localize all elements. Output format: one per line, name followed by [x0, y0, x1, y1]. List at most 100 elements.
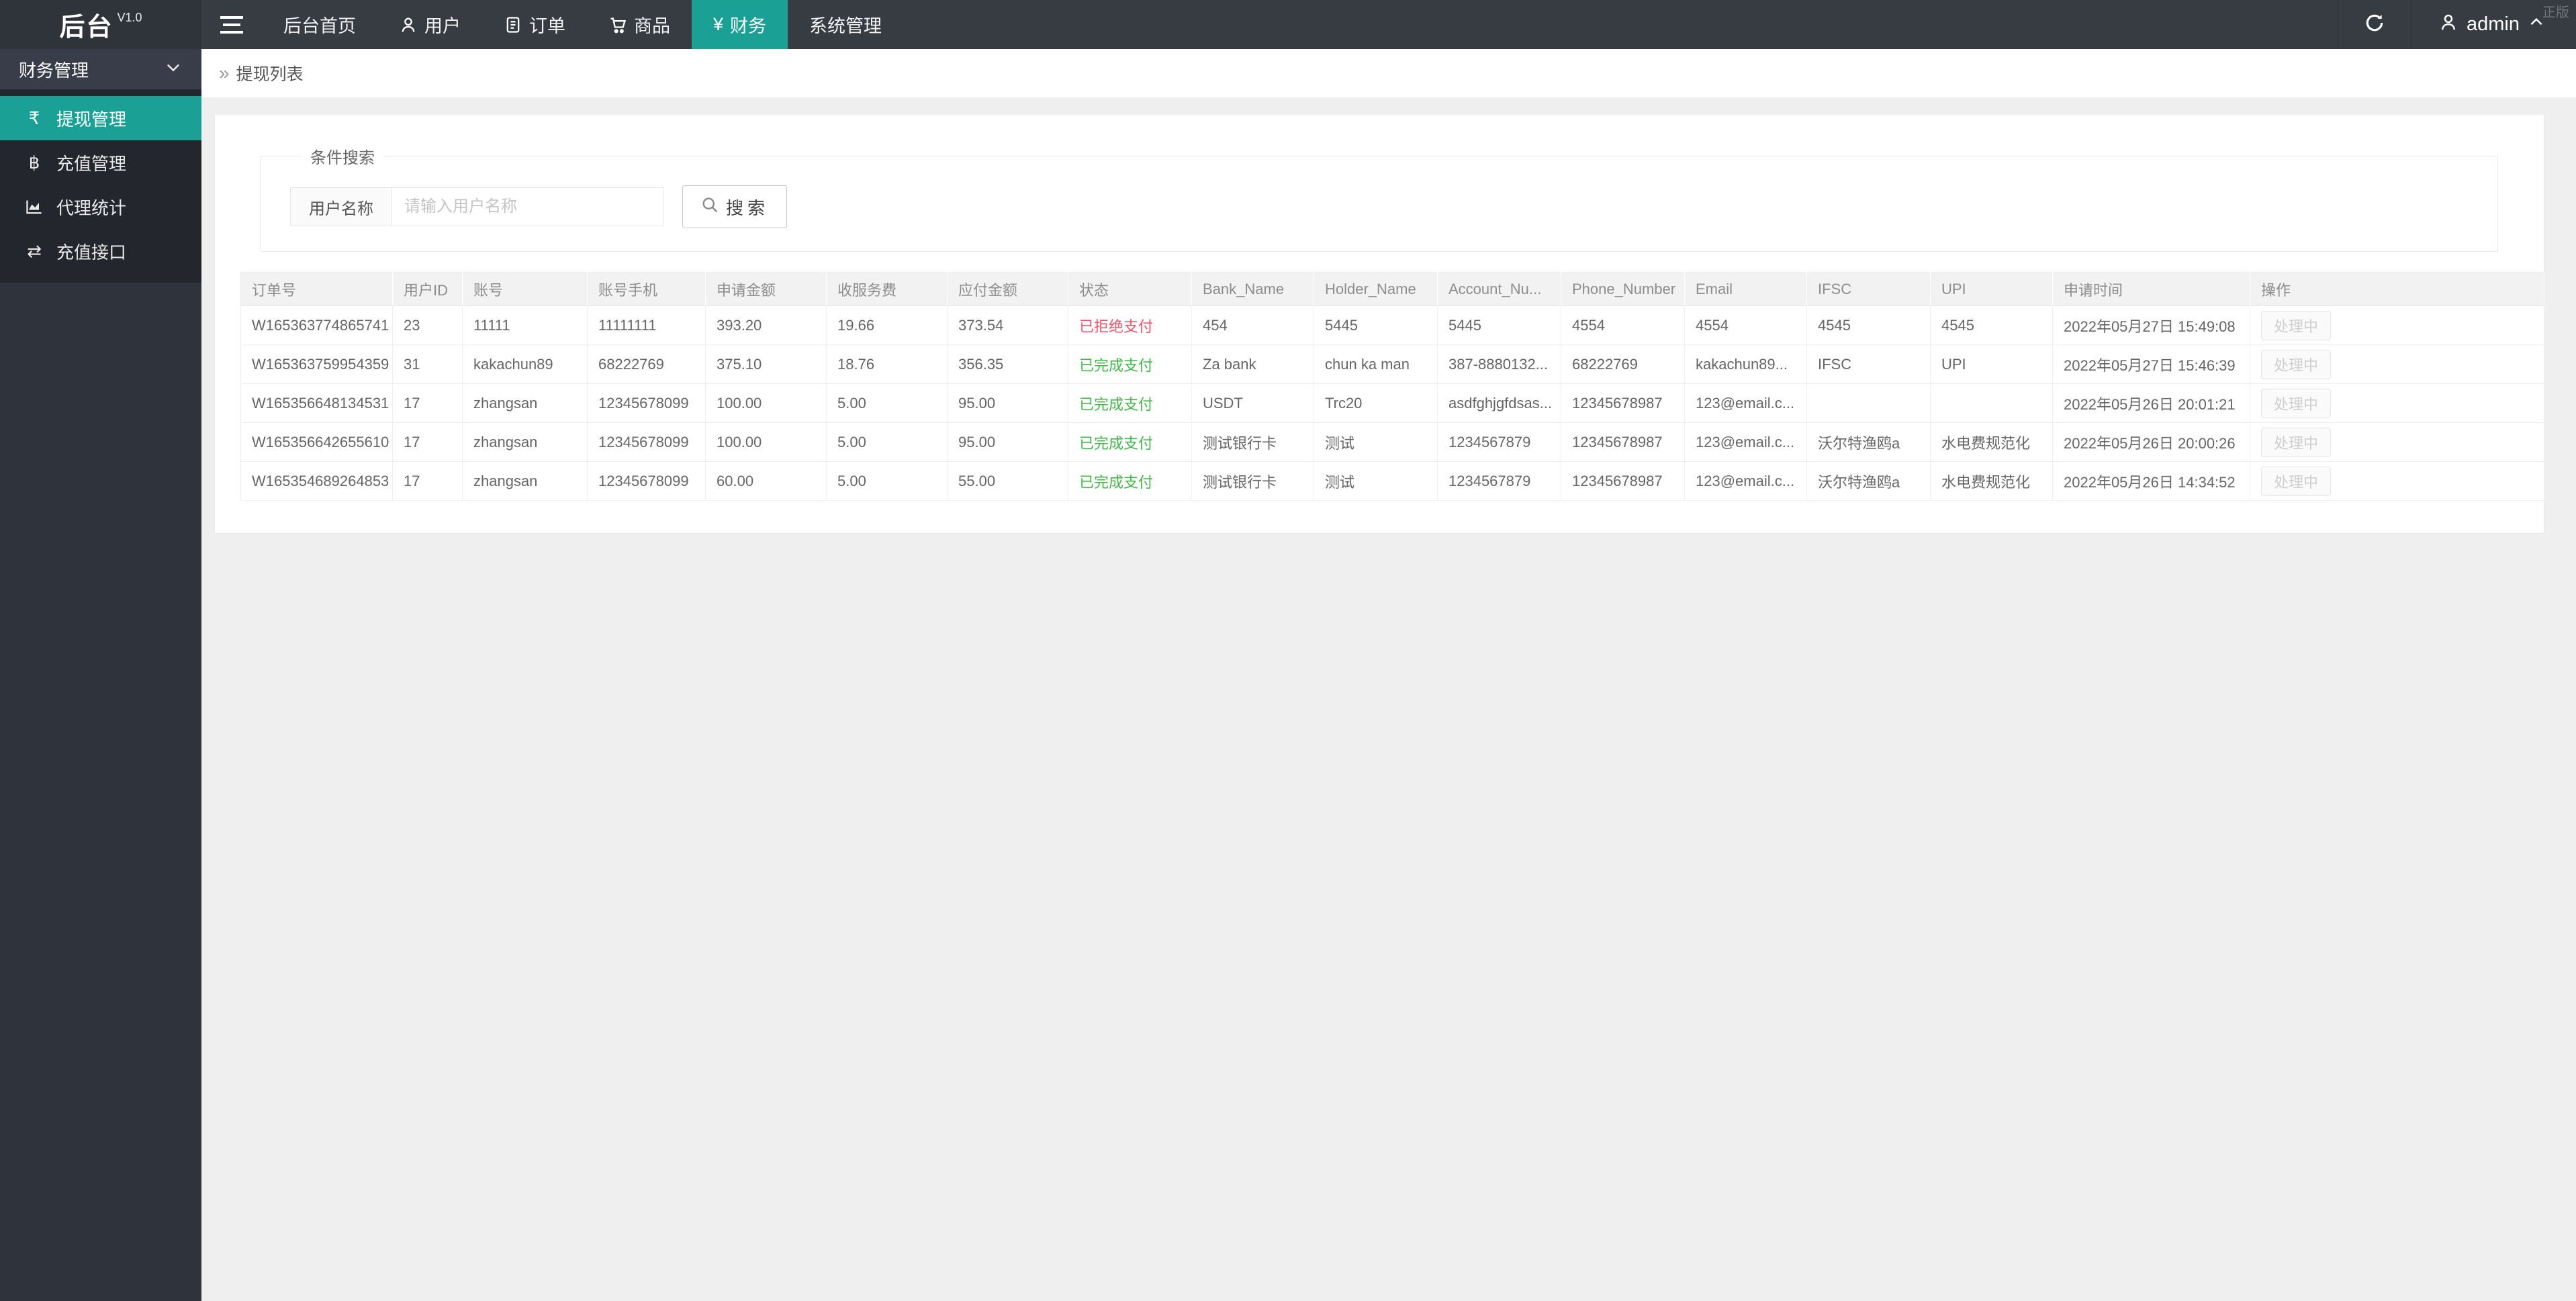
cell-account: zhangsan	[462, 422, 588, 462]
cell-user_id: 23	[392, 305, 463, 345]
cell-payable: 95.00	[947, 383, 1068, 423]
cell-account_number: 1234567879	[1437, 461, 1561, 501]
cell-account_number: 1234567879	[1437, 422, 1561, 462]
cell-email: kakachun89...	[1684, 344, 1807, 384]
search-button[interactable]: 搜索	[682, 185, 788, 228]
nav-item-label: 用户	[424, 16, 461, 36]
nav-item-label: 系统管理	[809, 16, 882, 36]
nav-item-订单[interactable]: 订单	[482, 0, 587, 49]
cell-user_id: 17	[392, 383, 463, 423]
cell-order_no: W165354689264853	[240, 461, 393, 501]
nav-item-label: 后台首页	[283, 16, 356, 36]
cell-status: 已完成支付	[1068, 461, 1192, 501]
sidebar-item-充值管理[interactable]: ฿ 充值管理	[0, 140, 201, 185]
sidebar-item-代理统计[interactable]: 代理统计	[0, 185, 201, 229]
cell-service_fee: 5.00	[826, 422, 948, 462]
nav-item-label: 订单	[529, 16, 565, 36]
user-menu[interactable]: admin	[2411, 0, 2576, 49]
username-input[interactable]	[392, 187, 663, 226]
nav-menu: 后台首页 用户 订单 商品 ¥ 财务 系统管理	[262, 0, 903, 49]
table-header-row: 订单号 用户ID 账号 账号手机 申请金额 收服务费 应付金额 状态 Bank_Name Hold…	[240, 272, 2544, 306]
cell-bank_name: 测试银行卡	[1191, 422, 1314, 462]
cell-email: 123@email.c...	[1684, 422, 1807, 462]
cell-bank_name: 454	[1191, 305, 1314, 345]
cell-order_no: W165363759954359	[240, 344, 393, 384]
cell-upi	[1930, 383, 2053, 423]
cell-service_fee: 18.76	[826, 344, 948, 384]
refresh-button[interactable]	[2338, 0, 2411, 49]
cell-account: kakachun89	[462, 344, 588, 384]
nav-item-后台首页[interactable]: 后台首页	[262, 0, 377, 49]
processing-button[interactable]: 处理中	[2261, 388, 2332, 418]
sidebar: 财务管理 ₹ 提现管理 ฿ 充值管理 代理统计 ⇄ 充值接口	[0, 49, 201, 1301]
column-header: 应付金额	[947, 272, 1068, 306]
nav-item-财务[interactable]: ¥ 财务	[692, 0, 788, 49]
cell-holder_name: 5445	[1314, 305, 1438, 345]
cell-status: 已完成支付	[1068, 344, 1192, 384]
table-row: W165354689264853 17 zhangsan 12345678099 60.…	[240, 461, 2544, 501]
cell-user_id: 17	[392, 422, 463, 462]
cell-account: zhangsan	[462, 383, 588, 423]
nav-right: admin	[2338, 0, 2576, 49]
cell-action: 处理中	[2250, 305, 2544, 345]
cell-phone: 11111111	[587, 305, 706, 345]
nav-item-label: 商品	[634, 16, 670, 36]
cell-holder_name: 测试	[1314, 422, 1438, 462]
search-panel: 条件搜索 用户名称 搜索	[261, 144, 2498, 252]
cell-apply_time: 2022年05月26日 14:34:52	[2052, 461, 2250, 501]
cell-holder_name: 测试	[1314, 461, 1438, 501]
cell-status: 已完成支付	[1068, 422, 1192, 462]
cell-phone_number: 12345678987	[1561, 383, 1685, 423]
cell-phone: 12345678099	[587, 422, 706, 462]
cell-payable: 356.35	[947, 344, 1068, 384]
username-field-label: 用户名称	[290, 187, 392, 226]
withdrawals-table: 订单号 用户ID 账号 账号手机 申请金额 收服务费 应付金额 状态 Bank_Name Hold…	[240, 272, 2544, 501]
cell-apply_amount: 60.00	[705, 461, 827, 501]
cell-payable: 55.00	[947, 461, 1068, 501]
cell-bank_name: USDT	[1191, 383, 1314, 423]
main-area: » 提现列表 条件搜索 用户名称 搜索	[201, 49, 2576, 1301]
sidebar-item-提现管理[interactable]: ₹ 提现管理	[0, 96, 201, 140]
breadcrumb: » 提现列表	[201, 49, 2576, 97]
cell-apply_amount: 100.00	[705, 383, 827, 423]
status-badge: 已完成支付	[1079, 434, 1154, 452]
cart-icon	[608, 15, 627, 34]
cell-order_no: W165363774865741	[240, 305, 393, 345]
processing-button[interactable]: 处理中	[2261, 310, 2332, 340]
cell-status: 已完成支付	[1068, 383, 1192, 423]
sidebar-section-label: 财务管理	[19, 60, 89, 81]
processing-button[interactable]: 处理中	[2261, 349, 2332, 379]
cell-service_fee: 5.00	[826, 461, 948, 501]
nav-item-用户[interactable]: 用户	[377, 0, 482, 49]
column-header: 订单号	[240, 272, 393, 306]
content-scroll[interactable]: 条件搜索 用户名称 搜索	[201, 97, 2576, 1301]
user-icon	[2438, 12, 2458, 38]
cell-phone: 12345678099	[587, 461, 706, 501]
chart-icon	[23, 197, 46, 216]
cell-apply_amount: 100.00	[705, 422, 827, 462]
search-button-label: 搜索	[726, 197, 770, 218]
cell-account: zhangsan	[462, 461, 588, 501]
table-body: W165363774865741 23 11111 11111111 393.20 19.…	[240, 305, 2544, 501]
nav-item-商品[interactable]: 商品	[587, 0, 692, 49]
menu-toggle-icon[interactable]	[201, 0, 262, 49]
nav-item-label: 财务	[730, 16, 767, 36]
cell-apply_time: 2022年05月27日 15:46:39	[2052, 344, 2250, 384]
sidebar-item-充值接口[interactable]: ⇄ 充值接口	[0, 229, 201, 273]
breadcrumb-caret-icon: »	[219, 62, 230, 83]
cell-holder_name: Trc20	[1314, 383, 1438, 423]
cell-upi: UPI	[1930, 344, 2053, 384]
column-header: IFSC	[1806, 272, 1931, 306]
sidebar-section-finance[interactable]: 财务管理	[0, 49, 201, 89]
baht-icon: ฿	[28, 152, 40, 173]
processing-button[interactable]: 处理中	[2261, 427, 2332, 457]
nav-item-系统管理[interactable]: 系统管理	[788, 0, 903, 49]
cell-order_no: W165356642655610	[240, 422, 393, 462]
processing-button[interactable]: 处理中	[2261, 466, 2332, 496]
column-header: UPI	[1930, 272, 2053, 306]
column-header: 收服务费	[826, 272, 948, 306]
cell-phone_number: 4554	[1561, 305, 1685, 345]
column-header: 操作	[2250, 272, 2544, 306]
cell-holder_name: chun ka man	[1314, 344, 1438, 384]
cell-upi: 水电费规范化	[1930, 422, 2053, 462]
